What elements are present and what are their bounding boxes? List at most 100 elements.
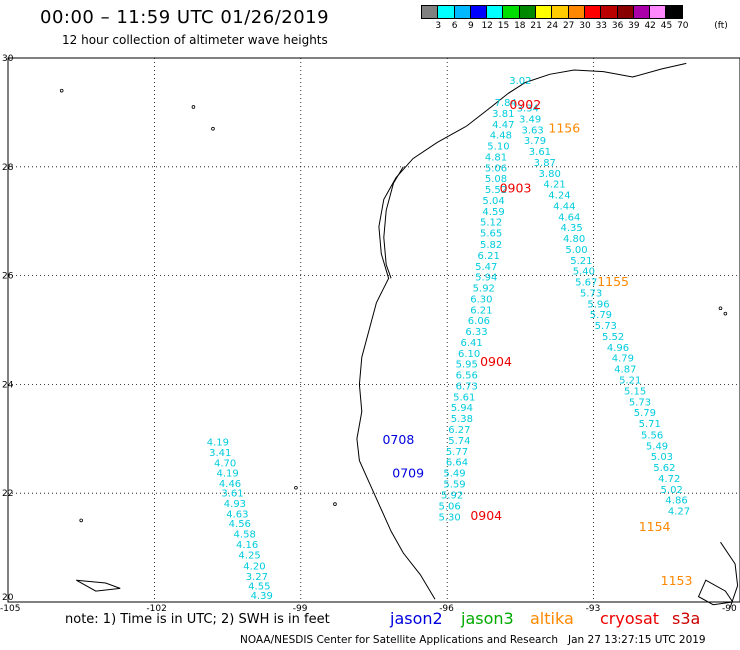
lon-label: -93 bbox=[586, 604, 601, 614]
wave-height-value: 5.94 bbox=[451, 403, 473, 414]
wave-height-value: 5.52 bbox=[602, 332, 624, 343]
wave-height-value: 5.40 bbox=[573, 267, 595, 278]
wave-height-value: 4.87 bbox=[614, 365, 636, 376]
wave-height-value: 5.49 bbox=[646, 441, 668, 452]
wave-height-value: 5.04 bbox=[482, 196, 504, 207]
wave-height-value: 5.92 bbox=[473, 284, 495, 295]
colorbar-tick: 18 bbox=[514, 21, 526, 31]
wave-height-value: 4.39 bbox=[251, 591, 273, 602]
wave-height-value: 5.52 bbox=[485, 185, 507, 196]
pass-time-label: 1154 bbox=[639, 519, 671, 534]
colorbar-unit: (ft) bbox=[714, 21, 728, 31]
wave-height-value: 5.74 bbox=[448, 436, 470, 447]
wave-height-value: 4.27 bbox=[668, 507, 690, 518]
wave-height-value: 5.73 bbox=[580, 288, 602, 299]
wave-height-value: 5.06 bbox=[439, 502, 461, 513]
wave-height-value: 5.73 bbox=[629, 397, 651, 408]
coastline-speck bbox=[191, 105, 196, 109]
wave-height-value: 5.73 bbox=[595, 321, 617, 332]
wave-height-value: 5.21 bbox=[570, 256, 592, 267]
credit-agency: NOAA/NESDIS Center for Satellite Applica… bbox=[240, 634, 558, 646]
coastline-lagoon bbox=[697, 579, 734, 606]
colorbar-tick: 21 bbox=[530, 21, 542, 31]
pass-time-label: 0904 bbox=[470, 508, 502, 523]
wave-height-value: 6.10 bbox=[458, 349, 480, 360]
wave-height-value: 4.16 bbox=[236, 540, 258, 551]
wave-height-value: 5.21 bbox=[619, 376, 641, 387]
wave-height-value: 3.02 bbox=[509, 76, 531, 87]
wave-height-value: 4.24 bbox=[548, 191, 570, 202]
wave-height-value: 7.84 bbox=[495, 98, 517, 109]
wave-height-value: 5.49 bbox=[443, 469, 465, 480]
wave-height-value: 4.96 bbox=[607, 343, 629, 354]
wave-height-value: 5.15 bbox=[624, 386, 646, 397]
wave-height-value: 3.61 bbox=[529, 147, 551, 158]
wave-height-value: 4.72 bbox=[658, 474, 680, 485]
colorbar-swatch bbox=[665, 5, 683, 19]
wave-height-value: 5.59 bbox=[443, 479, 465, 490]
colorbar-tick: 12 bbox=[481, 21, 493, 31]
wave-height-value: 5.67 bbox=[575, 278, 597, 289]
wave-height-value: 3.80 bbox=[539, 169, 561, 180]
wave-height-value: 4.47 bbox=[492, 120, 514, 131]
colorbar-tick: 15 bbox=[497, 21, 510, 31]
colorbar-tick: 70 bbox=[677, 21, 689, 31]
coastline-speck bbox=[59, 88, 64, 93]
colorbar-tick: 27 bbox=[562, 21, 575, 31]
lon-label: -99 bbox=[293, 604, 308, 614]
credit-line: NOAA/NESDIS Center for Satellite Applica… bbox=[240, 634, 706, 646]
wave-height-value: 5.06 bbox=[485, 163, 507, 174]
credit-timestamp: Jan 27 13:27:15 UTC 2019 bbox=[568, 634, 706, 646]
wave-height-value: 6.21 bbox=[470, 305, 492, 316]
coastline-speck bbox=[294, 485, 298, 490]
wave-height-value: 3.63 bbox=[521, 125, 543, 136]
colorbar-tick: 33 bbox=[595, 21, 608, 31]
altimeter-tracks: 4.193.414.704.194.463.614.934.634.564.58… bbox=[207, 76, 690, 602]
pass-time-label: 1156 bbox=[548, 121, 580, 136]
map-subtitle: 12 hour collection of altimeter wave hei… bbox=[62, 33, 328, 47]
satellite-altika: altika bbox=[530, 609, 574, 628]
map-frame bbox=[7, 57, 740, 603]
wave-height-value: 5.03 bbox=[651, 452, 673, 463]
satellite-jason3: jason3 bbox=[461, 609, 514, 628]
wave-height-value: 6.06 bbox=[468, 316, 490, 327]
pass-time-label: 0709 bbox=[392, 466, 424, 481]
colorbar-tick: 45 bbox=[660, 21, 673, 31]
wave-height-value: 4.19 bbox=[216, 469, 238, 480]
coastline-barrier-islands bbox=[383, 166, 404, 279]
wave-height-value: 3.34 bbox=[517, 104, 539, 115]
units-note: note: 1) Time is in UTC; 2) SWH is in fe… bbox=[65, 612, 330, 627]
wave-height-value: 5.94 bbox=[475, 273, 497, 284]
wave-height-value: 4.44 bbox=[553, 201, 575, 212]
wave-height-value: 6.64 bbox=[446, 458, 468, 469]
colorbar bbox=[421, 5, 683, 19]
coastline-speck bbox=[723, 311, 728, 316]
wave-height-value: 5.47 bbox=[475, 262, 497, 273]
pass-time-labels: 0902 1156 0903 1155 0904 0708 0709 0904 1154 1153 bbox=[382, 97, 692, 588]
satellite-s3a: s3a bbox=[672, 609, 701, 628]
wave-height-value: 5.00 bbox=[565, 245, 587, 256]
wave-height-value: 5.82 bbox=[480, 240, 502, 251]
colorbar-tick: 36 bbox=[611, 21, 624, 31]
wave-height-value: 3.49 bbox=[519, 114, 541, 125]
wave-height-value: 4.46 bbox=[219, 479, 241, 490]
wave-height-value: 3.87 bbox=[534, 158, 556, 169]
lat-lon-grid bbox=[8, 58, 740, 602]
wave-height-value: 5.62 bbox=[653, 463, 675, 474]
wave-height-value: 5.56 bbox=[641, 430, 663, 441]
pass-time-label: 1153 bbox=[661, 573, 693, 588]
pass-time-label: 0708 bbox=[382, 432, 414, 447]
wave-height-value: 4.59 bbox=[482, 207, 504, 218]
pass-time-label: 1155 bbox=[597, 274, 629, 289]
wave-height-value: 3.41 bbox=[209, 448, 231, 459]
coastline-speck bbox=[211, 126, 215, 131]
colorbar-tick: 39 bbox=[628, 21, 640, 31]
wave-height-value: 5.96 bbox=[587, 299, 609, 310]
colorbar-tick: 24 bbox=[546, 21, 559, 31]
wave-height-value: 4.25 bbox=[238, 551, 260, 562]
pass-time-label: 0904 bbox=[480, 354, 512, 369]
colorbar-tick: 6 bbox=[451, 21, 458, 31]
wave-height-value: 6.33 bbox=[465, 327, 487, 338]
wave-height-value: 4.19 bbox=[207, 438, 229, 449]
satellite-jason2: jason2 bbox=[390, 609, 443, 628]
